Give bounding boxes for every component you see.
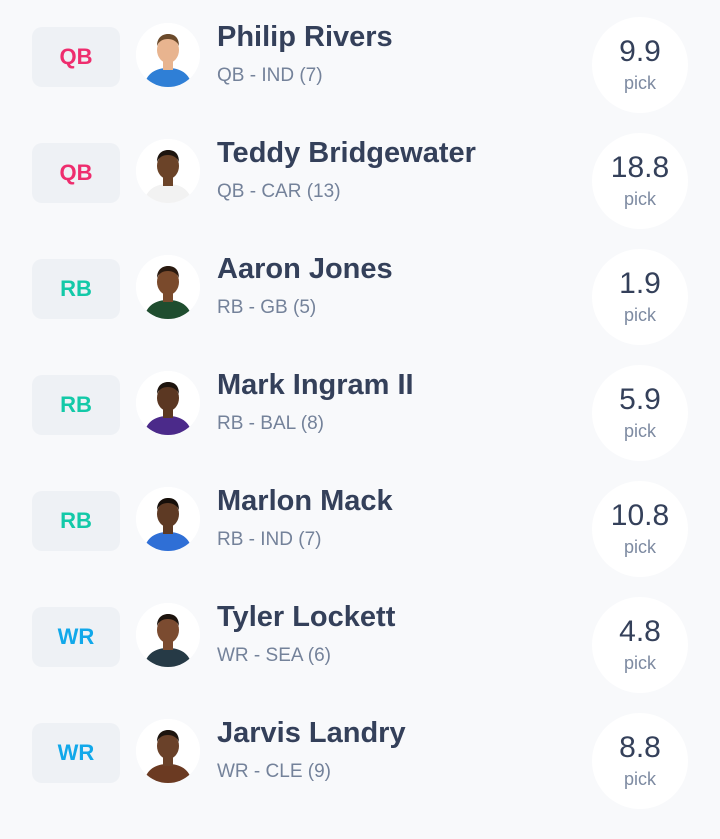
pick-indicator: 9.9 pick: [592, 17, 688, 113]
pick-value: 18.8: [610, 151, 670, 184]
pick-value: 1.9: [619, 267, 661, 300]
player-position-team: QB - CAR (13): [217, 181, 341, 202]
pick-value: 8.8: [619, 731, 661, 764]
pick-value: 5.9: [619, 383, 661, 416]
player-row[interactable]: QB Philip Rivers QB - IND (7) 9.9 pick: [0, 17, 720, 143]
pick-indicator: 4.8 pick: [592, 597, 688, 693]
player-avatar: [136, 603, 200, 667]
pick-label: pick: [623, 305, 656, 325]
pick-label: pick: [623, 421, 656, 441]
pick-value: 10.8: [610, 499, 670, 532]
pick-label: pick: [623, 653, 656, 673]
player-position-team: WR - SEA (6): [217, 645, 332, 666]
pick-indicator: 8.8 pick: [592, 713, 688, 809]
position-badge: RB: [32, 491, 120, 551]
player-avatar: [136, 487, 200, 551]
player-position-team: RB - BAL (8): [217, 413, 324, 434]
player-list: QB Philip Rivers QB - IND (7) 9.9 pick QB Tedd…: [0, 17, 720, 789]
player-row[interactable]: RB Marlon Mack RB - IND (7) 10.8 pick: [0, 481, 720, 607]
player-avatar: [136, 139, 200, 203]
position-badge: RB: [32, 375, 120, 435]
player-position-team: QB - IND (7): [217, 65, 323, 86]
player-avatar: [136, 23, 200, 87]
pick-label: pick: [623, 537, 656, 557]
player-name[interactable]: Jarvis Landry: [217, 717, 406, 749]
player-row[interactable]: RB Aaron Jones RB - GB (5) 1.9 pick: [0, 249, 720, 375]
player-avatar: [136, 719, 200, 783]
player-row[interactable]: WR Jarvis Landry WR - CLE (9) 8.8 pick: [0, 713, 720, 839]
player-name[interactable]: Mark Ingram II: [217, 369, 414, 401]
player-name[interactable]: Aaron Jones: [217, 253, 393, 285]
player-avatar: [136, 371, 200, 435]
position-badge: WR: [32, 607, 120, 667]
pick-indicator: 18.8 pick: [592, 133, 688, 229]
pick-indicator: 5.9 pick: [592, 365, 688, 461]
player-position-team: WR - CLE (9): [217, 761, 331, 782]
pick-indicator: 1.9 pick: [592, 249, 688, 345]
player-row[interactable]: QB Teddy Bridgewater QB - CAR (13) 18.8 pick: [0, 133, 720, 259]
pick-value: 9.9: [619, 35, 661, 68]
position-badge: QB: [32, 27, 120, 87]
pick-label: pick: [623, 769, 656, 789]
player-name[interactable]: Teddy Bridgewater: [217, 137, 476, 169]
position-badge: QB: [32, 143, 120, 203]
pick-label: pick: [623, 73, 656, 93]
pick-label: pick: [623, 189, 656, 209]
player-row[interactable]: WR Tyler Lockett WR - SEA (6) 4.8 pick: [0, 597, 720, 723]
pick-indicator: 10.8 pick: [592, 481, 688, 577]
pick-value: 4.8: [619, 615, 661, 648]
player-position-team: RB - IND (7): [217, 529, 322, 550]
player-avatar: [136, 255, 200, 319]
position-badge: RB: [32, 259, 120, 319]
player-position-team: RB - GB (5): [217, 297, 317, 318]
position-badge: WR: [32, 723, 120, 783]
player-row[interactable]: RB Mark Ingram II RB - BAL (8) 5.9 pick: [0, 365, 720, 491]
player-name[interactable]: Tyler Lockett: [217, 601, 396, 633]
player-name[interactable]: Philip Rivers: [217, 21, 393, 53]
player-name[interactable]: Marlon Mack: [217, 485, 393, 517]
